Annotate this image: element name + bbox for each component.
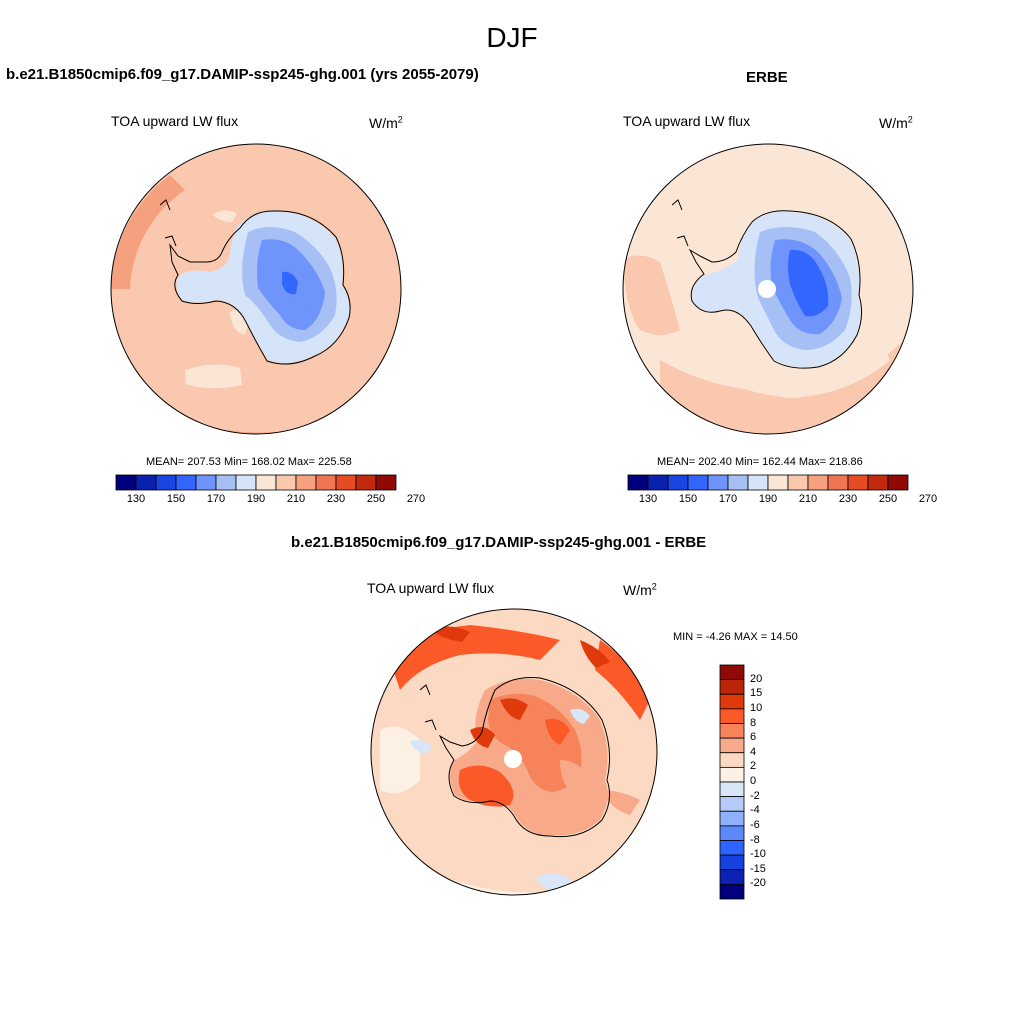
- colorbar-2-cell: [827, 474, 849, 491]
- colorbar-3-cell: [719, 737, 745, 754]
- colorbar-1-cell: [255, 474, 277, 491]
- panel-3-variable: TOA upward LW flux: [367, 580, 495, 596]
- colorbar-1-tick-label: 270: [406, 493, 426, 505]
- colorbar-3-tick-label: 4: [750, 745, 757, 758]
- figure-title: DJF: [486, 22, 538, 53]
- colorbar-3-cell: [719, 752, 745, 768]
- colorbar-3-cell: [719, 840, 745, 856]
- colorbar-1-cell: [335, 474, 357, 491]
- colorbar-2-cell: [807, 474, 829, 491]
- colorbar-2-cell: [767, 474, 789, 491]
- colorbar-3-cell: [719, 781, 745, 798]
- colorbar-3-tick-label: 0: [750, 775, 757, 787]
- colorbar-3-cell: [719, 723, 745, 739]
- colorbar-1-cell: [115, 474, 137, 491]
- colorbar-3-tick-label: -6: [750, 818, 760, 831]
- panel-1-stats: MEAN= 207.53 Min= 168.02 Max= 225.58: [146, 456, 352, 468]
- colorbar-1-cell: [195, 474, 217, 491]
- map-panel-2: [622, 143, 914, 435]
- colorbar-1-cell: [135, 474, 157, 491]
- panel-3-units: W/m2: [623, 581, 657, 598]
- colorbar-2-tick-label: 250: [878, 493, 898, 505]
- colorbar-2-tick-label: 170: [718, 493, 738, 505]
- colorbar-2: [627, 474, 909, 491]
- colorbar-3-tick-label: -20: [750, 877, 766, 890]
- colorbar-2-cell: [867, 474, 889, 491]
- colorbar-3-cell: [719, 883, 745, 900]
- colorbar-3-cell: [719, 679, 745, 695]
- colorbar-2-tick-label: 130: [638, 493, 658, 505]
- colorbar-2-cell: [707, 474, 729, 491]
- colorbar-3-cell: [719, 693, 745, 710]
- colorbar-2-cell: [787, 474, 809, 491]
- colorbar-1-tick-label: 190: [246, 493, 266, 505]
- colorbar-1-tick-label: 250: [366, 493, 386, 505]
- colorbar-3-cell: [719, 766, 745, 783]
- panel-1-units: W/m2: [369, 114, 403, 131]
- colorbar-3-cell: [719, 664, 745, 681]
- colorbar-1-cell: [295, 474, 317, 491]
- map-panel-3: [370, 608, 658, 896]
- colorbar-2-cell: [727, 474, 749, 491]
- colorbar-2-tick-label: 270: [918, 493, 938, 505]
- colorbar-3-tick-label: 6: [750, 731, 757, 744]
- panel-2-variable: TOA upward LW flux: [623, 113, 751, 129]
- colorbar-1-cell: [175, 474, 197, 491]
- colorbar-1-cell: [375, 474, 397, 491]
- colorbar-3-tick-label: 10: [750, 701, 763, 714]
- colorbar-2-cell: [687, 474, 709, 491]
- colorbar-2-tick-label: 150: [678, 493, 698, 505]
- colorbar-1: [115, 474, 397, 491]
- colorbar-3-cell: [719, 796, 745, 812]
- panel-3-title: b.e21.B1850cmip6.f09_g17.DAMIP-ssp245-gh…: [291, 534, 707, 551]
- map-panel-1: [110, 143, 402, 435]
- colorbar-1-tick-label: 170: [206, 493, 226, 505]
- colorbar-1-cell: [155, 474, 177, 491]
- colorbar-3-cell: [719, 869, 745, 885]
- panel-2-units: W/m2: [879, 114, 913, 131]
- colorbar-3-tick-label: 2: [750, 760, 757, 773]
- panel-1-title: b.e21.B1850cmip6.f09_g17.DAMIP-ssp245-gh…: [6, 66, 479, 83]
- colorbar-1-tick-label: 230: [326, 493, 346, 505]
- colorbar-2-cell: [747, 474, 769, 491]
- colorbar-3-tick-label: -10: [750, 848, 766, 861]
- colorbar-3-tick-label: -4: [750, 804, 760, 817]
- colorbar-3: [719, 664, 745, 900]
- colorbar-3-tick-label: 8: [750, 716, 757, 729]
- colorbar-1-tick-label: 150: [166, 493, 186, 505]
- colorbar-2-cell: [667, 474, 689, 491]
- colorbar-2-cell: [647, 474, 669, 491]
- colorbar-2-cell: [847, 474, 869, 491]
- colorbar-3-cell: [719, 810, 745, 827]
- colorbar-3-cell: [719, 708, 745, 724]
- colorbar-1-cell: [215, 474, 237, 491]
- colorbar-1-cell: [235, 474, 257, 491]
- colorbar-2-tick-label: 230: [838, 493, 858, 505]
- colorbar-3-tick-label: -15: [750, 862, 766, 875]
- colorbar-2-tick-label: 210: [798, 493, 818, 505]
- colorbar-3-tick-label: 20: [750, 672, 763, 685]
- panel-3-stats: MIN = -4.26 MAX = 14.50: [673, 631, 798, 643]
- colorbar-1-tick-label: 210: [286, 493, 306, 505]
- colorbar-1-tick-label: 130: [126, 493, 146, 505]
- colorbar-3-tick-label: 15: [750, 687, 763, 700]
- colorbar-3-cell: [719, 854, 745, 871]
- colorbar-3-cell: [719, 825, 745, 841]
- colorbar-3-tick-label: -2: [750, 789, 760, 802]
- panel-2-stats: MEAN= 202.40 Min= 162.44 Max= 218.86: [657, 456, 863, 468]
- colorbar-1-cell: [355, 474, 377, 491]
- colorbar-2-cell: [627, 474, 649, 491]
- panel-2-title: ERBE: [746, 69, 788, 86]
- colorbar-1-cell: [275, 474, 297, 491]
- colorbar-2-tick-label: 190: [758, 493, 778, 505]
- colorbar-2-cell: [887, 474, 909, 491]
- colorbar-3-tick-label: -8: [750, 833, 760, 846]
- panel-1-variable: TOA upward LW flux: [111, 113, 239, 129]
- colorbar-1-cell: [315, 474, 337, 491]
